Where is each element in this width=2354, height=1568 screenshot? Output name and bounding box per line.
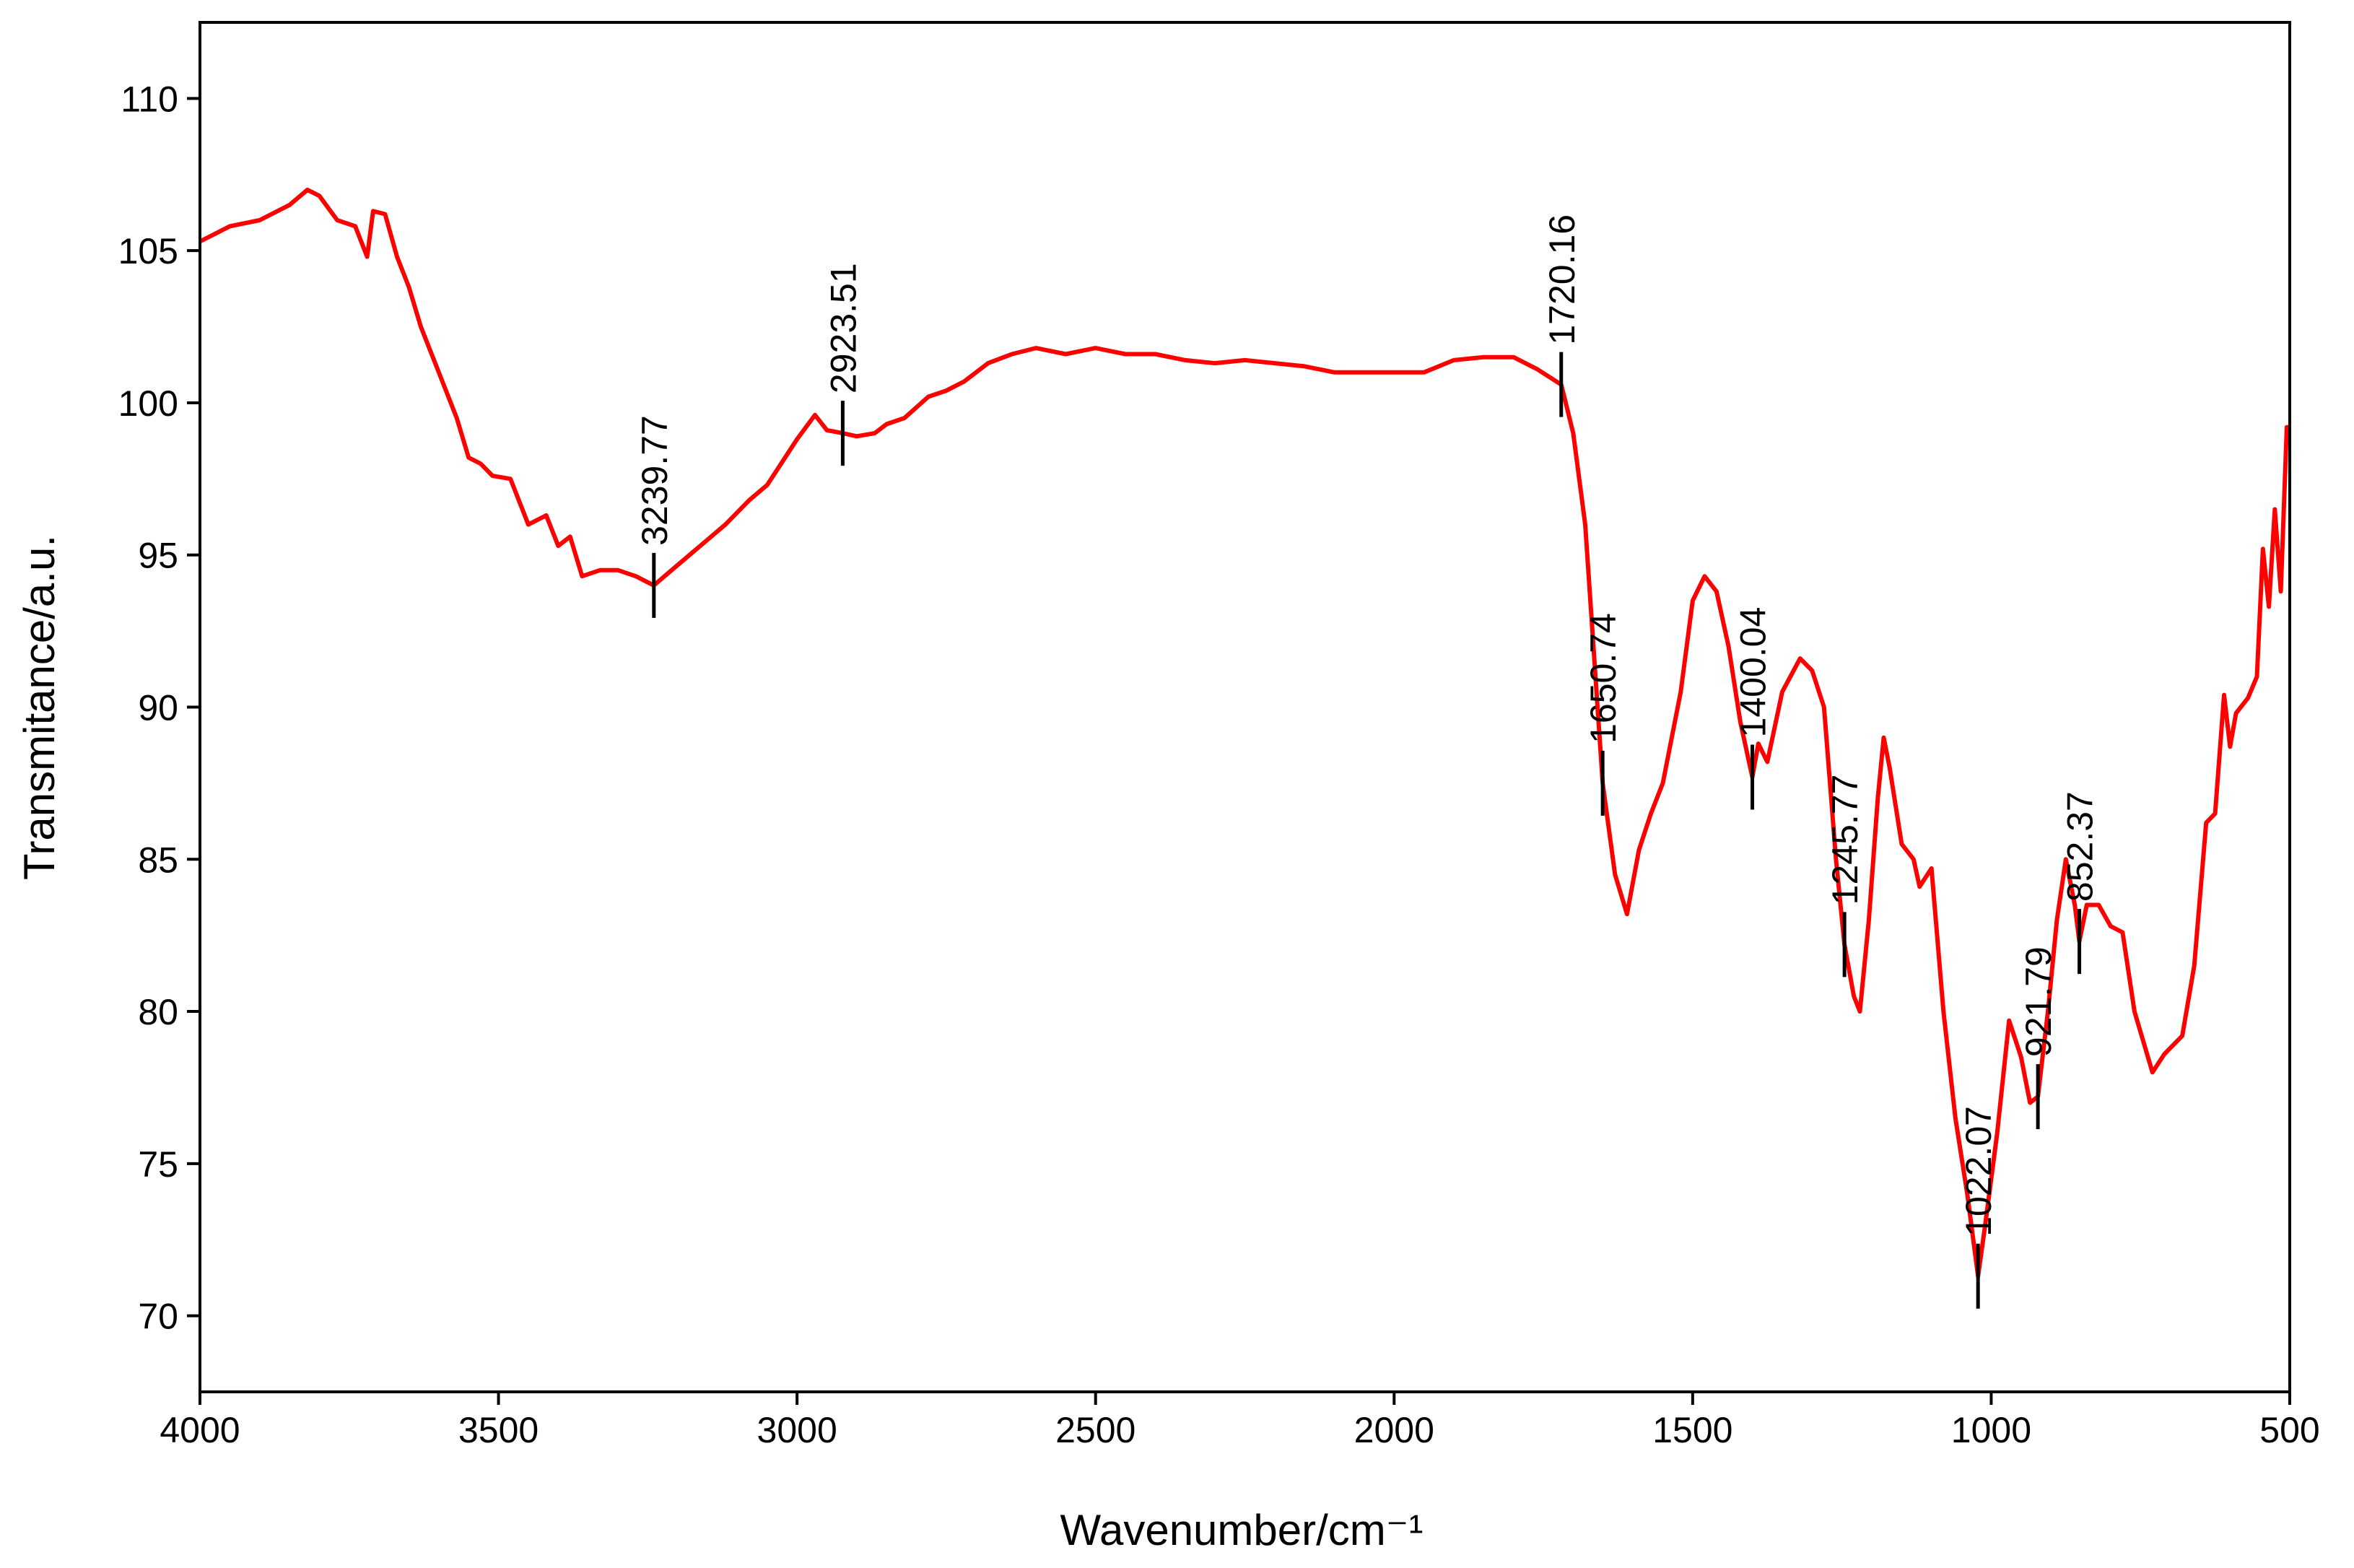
y-axis-title: Transmitance/a.u. <box>15 535 64 880</box>
spectrum-line <box>199 187 2290 1279</box>
y-tick-label: 110 <box>121 79 178 119</box>
x-tick-label: 1500 <box>1652 1410 1732 1450</box>
x-tick-label: 500 <box>2259 1410 2319 1450</box>
x-tick-label: 2000 <box>1354 1410 1434 1450</box>
y-tick-label: 75 <box>138 1144 178 1185</box>
x-tick-label: 3500 <box>458 1410 539 1450</box>
peak-label: 1245.77 <box>1825 775 1865 905</box>
x-tick-label: 4000 <box>160 1410 240 1450</box>
y-tick-label: 100 <box>118 383 178 424</box>
x-tick-label: 3000 <box>757 1410 837 1450</box>
y-tick-label: 80 <box>138 992 178 1032</box>
peak-label: 1400.04 <box>1733 607 1774 738</box>
plot-frame <box>199 21 2291 1393</box>
peak-label: 1720.16 <box>1542 214 1582 345</box>
y-tick-label: 105 <box>118 231 178 271</box>
peak-label: 3239.77 <box>635 415 675 546</box>
y-tick-label: 70 <box>138 1297 178 1337</box>
peak-label: 2923.51 <box>823 263 863 393</box>
peak-label: 921.79 <box>2018 946 2059 1057</box>
peak-label: 1650.74 <box>1583 613 1623 744</box>
y-tick-label: 90 <box>138 688 178 728</box>
x-axis-title: Wavenumber/cm⁻¹ <box>1060 1506 1424 1554</box>
x-tick-label: 1000 <box>1951 1410 2031 1450</box>
y-tick-label: 85 <box>138 840 178 880</box>
peak-label: 1022.07 <box>1958 1106 1999 1237</box>
x-tick-label: 2500 <box>1055 1410 1135 1450</box>
y-tick-label: 95 <box>138 536 178 576</box>
peak-label: 852.37 <box>2060 791 2101 902</box>
